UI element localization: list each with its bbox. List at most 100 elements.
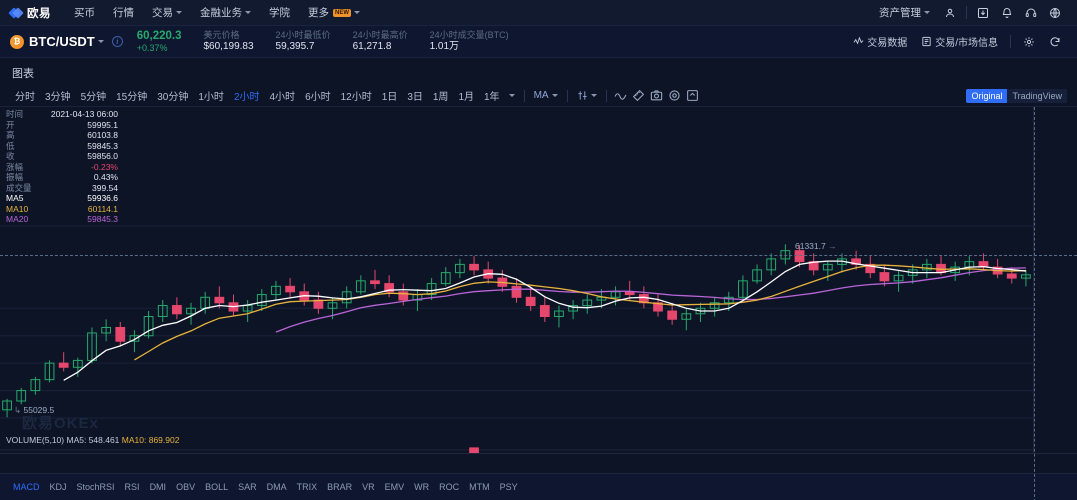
brand-logo[interactable]: 欧易	[8, 5, 51, 21]
brand-name: 欧易	[27, 7, 51, 20]
nav-item-0[interactable]: 买币	[65, 5, 104, 20]
chart-watermark: 欧易OKEx	[22, 415, 99, 432]
indicator-tab-TRIX[interactable]: TRIX	[296, 482, 318, 492]
ohlc-row: 收 59856.0	[6, 151, 118, 162]
volume-ma5: MA5: 548.461	[66, 435, 120, 445]
indicator-tab-MACD[interactable]: MACD	[13, 482, 40, 492]
timeframe-30分钟[interactable]: 30分钟	[157, 92, 189, 103]
camera-icon[interactable]	[648, 87, 666, 105]
timeframe-more-chevron-icon[interactable]	[508, 94, 515, 97]
ruler-icon[interactable]	[630, 87, 648, 105]
fullscreen-icon[interactable]	[684, 87, 702, 105]
info-icon[interactable]: i	[111, 36, 123, 47]
indicator-tab-DMA[interactable]: DMA	[266, 482, 287, 492]
ohlc-value: 59995.1	[87, 119, 118, 130]
nav-divider	[966, 6, 967, 19]
ohlc-value: 0.43%	[93, 172, 118, 182]
indicator-tab-DMI[interactable]: DMI	[149, 482, 167, 492]
trading-pair-name[interactable]: BTC/USDT	[29, 34, 95, 49]
user-icon[interactable]	[938, 1, 962, 25]
nav-item-4[interactable]: 学院	[260, 5, 299, 20]
indicator-dropdown[interactable]	[573, 90, 601, 101]
price-axis[interactable]	[1033, 107, 1077, 500]
chart-settings-gear-icon[interactable]	[666, 87, 684, 105]
trade-data-button[interactable]: 交易数据	[847, 34, 913, 49]
chart-source-toggle: Original TradingView	[966, 88, 1067, 103]
indicator-tab-ROC[interactable]: ROC	[439, 482, 460, 492]
timeframe-15分钟[interactable]: 15分钟	[116, 92, 148, 103]
indicator-tab-KDJ[interactable]: KDJ	[49, 482, 67, 492]
timeframe-1周[interactable]: 1周	[432, 92, 449, 103]
indicator-tab-SAR[interactable]: SAR	[238, 482, 257, 492]
ticker-stat-value: 59,395.7	[275, 40, 315, 52]
download-icon[interactable]	[971, 1, 995, 25]
source-option-tradingview[interactable]: TradingView	[1007, 88, 1067, 103]
timeframe-分时[interactable]: 分时	[15, 92, 35, 103]
indicator-tab-BOLL[interactable]: BOLL	[205, 482, 229, 492]
source-option-original[interactable]: Original	[966, 88, 1008, 103]
ma-label: MA	[533, 90, 549, 101]
indicator-tab-OBV[interactable]: OBV	[176, 482, 196, 492]
chart-toolbar: 分时 3分钟 5分钟 15分钟 30分钟 1小时 2小时 4小时 6小时 12小时 1日 3日 1周 1月…	[0, 85, 1077, 107]
ohlc-key: MA20	[6, 214, 29, 224]
settings-gear-icon[interactable]	[1017, 30, 1041, 54]
indicator-tab-VR[interactable]: VR	[362, 482, 375, 492]
chevron-down-icon	[176, 11, 182, 14]
last-price-block: 60,220.3 +0.37%	[137, 30, 182, 54]
ticker-stat-value: 61,271.8	[352, 40, 392, 52]
main-nav-items: 买币 行情 交易 金融业务 学院 更多 NEW	[65, 5, 369, 20]
toolbar-divider-1	[523, 89, 525, 102]
refresh-icon[interactable]	[1043, 30, 1067, 54]
indicator-tab-StochRSI[interactable]: StochRSI	[76, 482, 115, 492]
indicator-tab-RSI[interactable]: RSI	[124, 482, 140, 492]
chart-stage[interactable]: 时间 2021-04-13 06:00 开 59995.1 高 60103.8 低 59845…	[0, 107, 1077, 500]
ohlc-value: -0.23%	[91, 161, 118, 172]
market-info-button[interactable]: 交易/市场信息	[915, 34, 1004, 49]
indicator-tab-MTM[interactable]: MTM	[469, 482, 490, 492]
timeframe-3分钟[interactable]: 3分钟	[45, 92, 71, 103]
globe-icon[interactable]	[1043, 1, 1067, 25]
timeframe-6小时[interactable]: 6小时	[305, 92, 331, 103]
macd-dif: DIF: 144.905	[67, 498, 116, 500]
timeframe-1年[interactable]: 1年	[484, 92, 500, 103]
timeframe-1日[interactable]: 1日	[381, 92, 398, 103]
indicator-tab-EMV[interactable]: EMV	[384, 482, 405, 492]
ohlc-value: 60103.8	[87, 130, 118, 140]
nav-item-3[interactable]: 金融业务	[191, 5, 260, 20]
timeframe-1小时[interactable]: 1小时	[198, 92, 224, 103]
ohlc-row: 低 59845.3	[6, 141, 118, 152]
timeframe-4小时[interactable]: 4小时	[269, 92, 296, 103]
ohlc-value: 59845.3	[87, 214, 118, 224]
ohlc-value: 59936.6	[87, 193, 118, 203]
timeframe-2小时[interactable]: 2小时	[233, 92, 260, 103]
nav-item-assets[interactable]: 资产管理	[871, 5, 938, 20]
ohlc-row: MA20 59845.3	[6, 214, 118, 225]
indicator-tab-BRAR[interactable]: BRAR	[327, 482, 353, 492]
ma-indicator-dropdown[interactable]: MA	[530, 90, 562, 101]
macd-dea: DEA: 213.036	[119, 498, 172, 500]
timeframe-1月[interactable]: 1月	[458, 92, 474, 103]
timeframe-12小时[interactable]: 12小时	[340, 92, 372, 103]
ma-chevron-down-icon	[551, 94, 558, 97]
crosshair-vertical-line	[1034, 107, 1035, 500]
price-change-percent: +0.37%	[136, 42, 168, 53]
nav-item-label: 学院	[269, 7, 290, 19]
nav-item-5[interactable]: 更多 NEW	[299, 5, 369, 20]
timeframe-3日[interactable]: 3日	[407, 92, 423, 103]
indicator-tab-PSY[interactable]: PSY	[499, 482, 518, 492]
line-type-icon[interactable]	[612, 87, 630, 105]
ohlc-key: 低	[6, 140, 15, 151]
nav-item-1[interactable]: 行情	[104, 5, 143, 20]
nav-item-2[interactable]: 交易	[143, 5, 191, 20]
ticker-stat-0: 美元价格 $60,199.83	[203, 30, 253, 54]
bell-icon[interactable]	[995, 1, 1019, 25]
ohlc-key: MA10	[6, 203, 29, 214]
timeframe-5分钟[interactable]: 5分钟	[80, 92, 107, 103]
pair-chevron-down-icon[interactable]	[97, 40, 104, 43]
headset-icon[interactable]	[1019, 1, 1043, 25]
indicator-tab-WR[interactable]: WR	[414, 482, 430, 492]
nav-item-assets-label: 资产管理	[879, 7, 921, 19]
indicator-tab-bar: MACD KDJ StochRSI RSI DMI OBV BOLL SAR DMA TRIX BR…	[0, 473, 1077, 500]
top-navigation-bar: 欧易 买币 行情 交易 金融业务 学院 更多 NEW 资产管理	[0, 0, 1077, 26]
